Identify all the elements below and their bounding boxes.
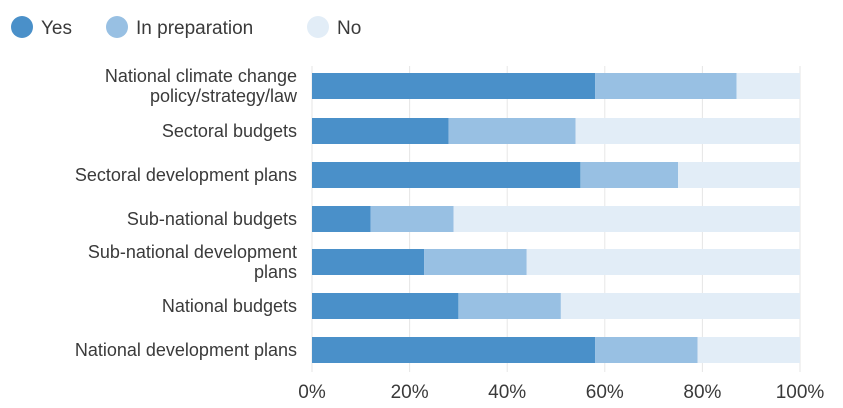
legend-swatch-3 [307, 16, 329, 38]
legend: Yes In preparation No [11, 16, 361, 39]
legend-item-2: In preparation [106, 16, 253, 39]
category-label-6: National budgets [162, 296, 297, 316]
bar-2-yes [312, 118, 449, 144]
bar-7-in-preparation [595, 337, 698, 363]
bar-2-no [575, 118, 800, 144]
category-label-2: Sectoral budgets [162, 121, 297, 141]
bar-6-no [560, 293, 800, 319]
bar-3-yes [312, 162, 581, 188]
bar-4-yes [312, 206, 371, 232]
category-label-1: National climate change policy/strategy/l… [105, 66, 298, 106]
bar-5-yes [312, 249, 425, 275]
x-tick-label-1: 0% [298, 382, 326, 403]
x-tick-label-2: 20% [391, 382, 429, 403]
legend-label-3: No [337, 18, 361, 39]
category-labels: National climate change policy/strategy/l… [75, 66, 298, 360]
bar-6-yes [312, 293, 459, 319]
bars [312, 73, 800, 363]
category-label-line: Sectoral budgets [162, 121, 297, 141]
legend-label-1: Yes [41, 18, 72, 39]
bar-1-in-preparation [595, 73, 737, 99]
category-label-line: Sectoral development plans [75, 165, 297, 185]
category-label-line: National development plans [75, 340, 297, 360]
category-label-line: Sub-national development [88, 242, 297, 262]
category-label-7: National development plans [75, 340, 297, 360]
bar-5-no [526, 249, 800, 275]
category-label-4: Sub-national budgets [127, 209, 297, 229]
category-label-line: Sub-national budgets [127, 209, 297, 229]
bar-3-no [678, 162, 800, 188]
bar-7-no [697, 337, 800, 363]
x-tick-label-5: 80% [683, 382, 721, 403]
bar-4-no [453, 206, 800, 232]
category-label-5: Sub-national development plans [88, 242, 297, 282]
legend-swatch-2 [106, 16, 128, 38]
bar-1-no [736, 73, 800, 99]
category-label-line: policy/strategy/law [150, 86, 298, 106]
x-tick-label-3: 40% [488, 382, 526, 403]
legend-item-3: No [307, 16, 361, 39]
legend-item-1: Yes [11, 16, 72, 39]
category-label-line: plans [254, 262, 297, 282]
bar-3-in-preparation [580, 162, 678, 188]
x-axis-ticks: 0% 20% 40% 60% 80% 100% [298, 382, 824, 403]
x-tick-label-4: 60% [586, 382, 624, 403]
bar-1-yes [312, 73, 596, 99]
legend-swatch-1 [11, 16, 33, 38]
legend-label-2: In preparation [136, 18, 253, 39]
bar-6-in-preparation [458, 293, 561, 319]
bar-2-in-preparation [448, 118, 576, 144]
bar-7-yes [312, 337, 596, 363]
category-label-3: Sectoral development plans [75, 165, 297, 185]
category-label-line: National budgets [162, 296, 297, 316]
bar-5-in-preparation [424, 249, 527, 275]
bar-4-in-preparation [370, 206, 454, 232]
category-label-line: National climate change [105, 66, 297, 86]
x-tick-label-6: 100% [776, 382, 825, 403]
